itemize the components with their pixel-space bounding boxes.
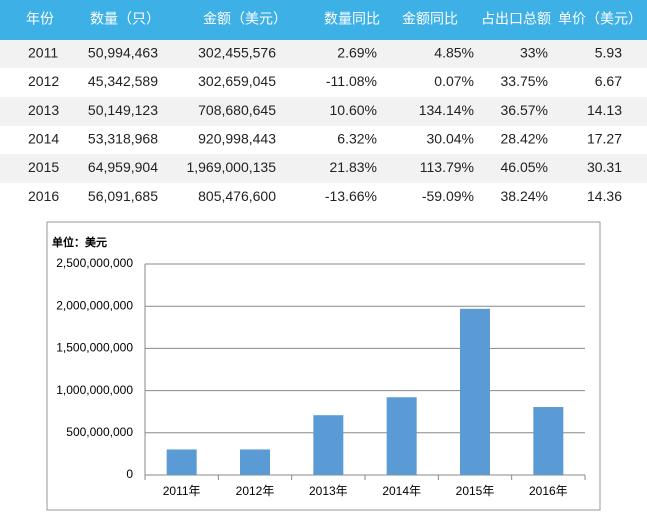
- table-cell: 53,318,968: [88, 131, 158, 147]
- y-tick-label: 2,500,000,000: [56, 256, 133, 270]
- table-cell: 46.05%: [501, 159, 548, 175]
- bar: [313, 415, 344, 475]
- table-cell: 2016: [28, 188, 59, 204]
- table-cell: 21.83%: [330, 159, 377, 175]
- table-cell: 14.36: [587, 188, 622, 204]
- table-cell: 28.42%: [501, 131, 548, 147]
- table-cell: 4.85%: [434, 45, 474, 61]
- table-cell: -59.09%: [422, 188, 474, 204]
- table-header-cell: 占出口总额: [481, 11, 551, 27]
- x-tick-label: 2014年: [382, 484, 421, 498]
- bar: [166, 449, 197, 475]
- table-cell: 14.13: [587, 102, 622, 118]
- table-header-cell: 金额（美元）: [203, 11, 287, 27]
- bar: [460, 308, 490, 475]
- table-cell: 708,680,645: [198, 102, 276, 118]
- table-cell: 50,994,463: [88, 45, 158, 61]
- table-cell: 30.31: [587, 159, 622, 175]
- table-cell: 33.75%: [501, 73, 548, 89]
- bar: [240, 449, 270, 475]
- table-cell: 5.93: [595, 45, 622, 61]
- y-tick-label: 0: [126, 467, 133, 481]
- table-cell: 6.67: [595, 73, 622, 89]
- table-row-bg: [0, 40, 647, 68]
- table-cell: 30.04%: [427, 131, 474, 147]
- table-cell: 805,476,600: [198, 188, 276, 204]
- y-tick-label: 500,000,000: [66, 425, 133, 439]
- table-cell: 0.07%: [434, 73, 474, 89]
- table-header-cell: 金额同比: [402, 11, 458, 27]
- table-cell: 10.60%: [330, 102, 377, 118]
- y-tick-label: 1,500,000,000: [56, 341, 133, 355]
- table-cell: 2012: [28, 73, 59, 89]
- table-row-bg: [0, 154, 647, 183]
- x-tick-label: 2011年: [163, 484, 201, 498]
- y-tick-label: 2,000,000,000: [56, 298, 133, 312]
- table-cell: 2014: [28, 131, 59, 147]
- table-cell: 50,149,123: [88, 102, 158, 118]
- table-cell: 302,455,576: [198, 45, 276, 61]
- table-cell: 64,959,904: [88, 159, 158, 175]
- x-tick-label: 2016年: [529, 484, 568, 498]
- bar: [533, 407, 564, 475]
- y-tick-label: 1,000,000,000: [56, 383, 133, 397]
- table-header-cell: 数量（只）: [90, 11, 160, 27]
- bar: [386, 397, 417, 475]
- table-header-bg: [0, 0, 647, 40]
- table-cell: 45,342,589: [88, 73, 158, 89]
- table-cell: -13.66%: [325, 188, 377, 204]
- table-header-cell: 数量同比: [324, 11, 380, 27]
- y-axis-unit: 单位：美元: [52, 235, 107, 249]
- x-tick-label: 2012年: [236, 484, 275, 498]
- table-cell: 920,998,443: [198, 131, 276, 147]
- table-cell: 17.27: [587, 131, 622, 147]
- x-tick-label: 2015年: [456, 484, 495, 498]
- table-cell: 2.69%: [337, 45, 377, 61]
- table-cell: 302,659,045: [198, 73, 276, 89]
- table-cell: 2015: [28, 159, 59, 175]
- table-cell: 36.57%: [501, 102, 548, 118]
- table-header-cell: 年份: [26, 11, 54, 27]
- table-row-bg: [0, 97, 647, 126]
- table-cell: 134.14%: [419, 102, 474, 118]
- x-tick-label: 2013年: [309, 484, 348, 498]
- table-cell: 38.24%: [501, 188, 548, 204]
- table-cell: 1,969,000,135: [186, 159, 276, 175]
- table-cell: 56,091,685: [88, 188, 158, 204]
- table-cell: 2011: [28, 45, 58, 61]
- table-cell: 113.79%: [420, 159, 474, 175]
- table-cell: -11.08%: [326, 73, 377, 89]
- table-cell: 33%: [520, 45, 548, 61]
- table-header-cell: 单价（美元）: [558, 11, 642, 27]
- table-cell: 6.32%: [337, 131, 377, 147]
- table-cell: 2013: [28, 102, 59, 118]
